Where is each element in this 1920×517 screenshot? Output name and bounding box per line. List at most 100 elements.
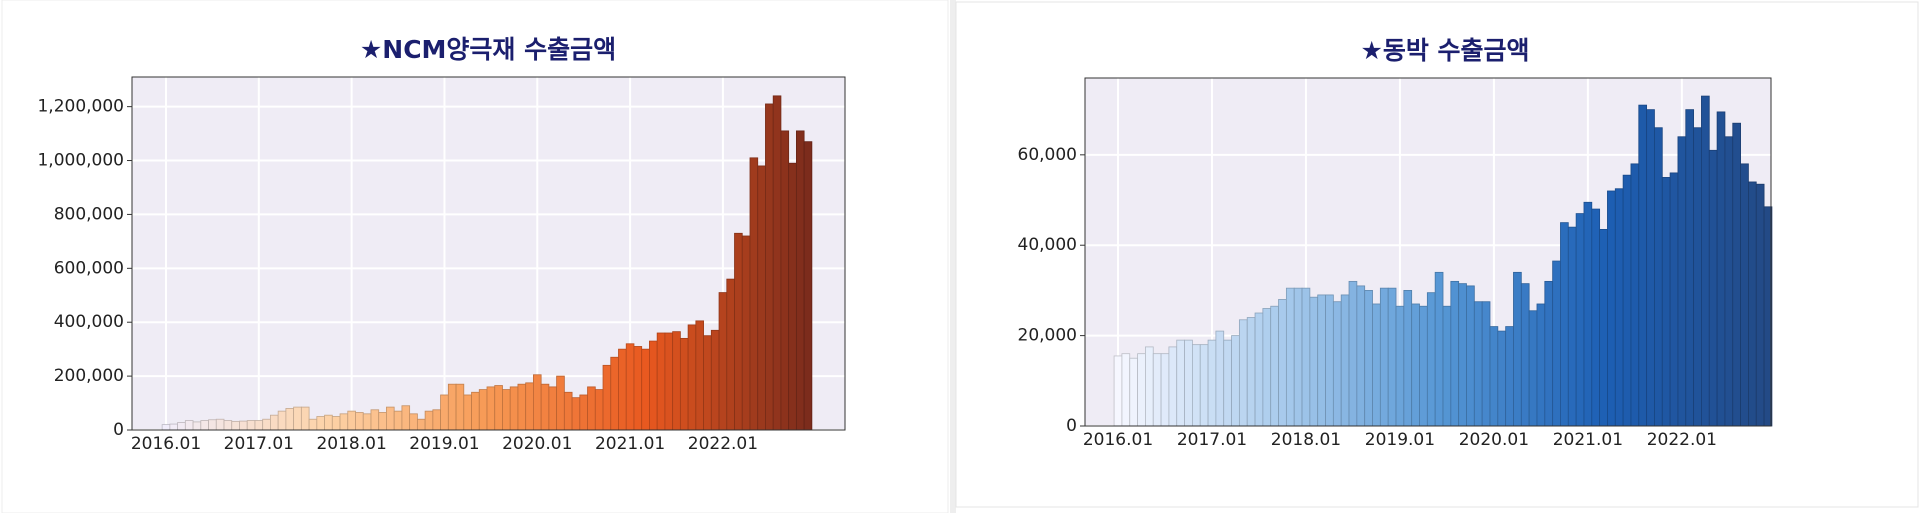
bar xyxy=(1669,172,1679,427)
bar xyxy=(347,410,356,431)
bar xyxy=(331,416,341,431)
bar xyxy=(1567,226,1577,427)
bar xyxy=(455,383,465,431)
y-tick-label: 1,000,000 xyxy=(37,151,124,171)
bar xyxy=(1113,355,1123,427)
bar xyxy=(471,391,480,431)
bar xyxy=(556,375,565,431)
bar xyxy=(1661,177,1671,427)
bar xyxy=(1207,339,1217,427)
bar xyxy=(1591,208,1601,427)
bar xyxy=(1160,353,1170,427)
bar xyxy=(1372,303,1381,427)
bar xyxy=(1748,181,1757,427)
bar xyxy=(1215,330,1225,427)
bar xyxy=(1301,287,1311,427)
bar xyxy=(1152,353,1162,427)
y-tick-label: 40,000 xyxy=(1018,235,1077,255)
bar xyxy=(1607,190,1616,427)
bar xyxy=(540,383,550,431)
bar xyxy=(223,420,233,431)
bar xyxy=(1473,301,1483,427)
x-tick-label: 2018.01 xyxy=(1271,430,1341,450)
bar xyxy=(525,382,534,431)
bar xyxy=(757,165,766,431)
bar xyxy=(1481,301,1491,427)
bar xyxy=(355,412,364,431)
bar xyxy=(718,292,728,431)
bar xyxy=(447,383,457,431)
x-tick-label: 2022.01 xyxy=(1647,430,1717,450)
bar xyxy=(563,391,573,431)
bar xyxy=(795,130,805,431)
y-tick-label: 1,200,000 xyxy=(37,97,124,117)
bar xyxy=(1583,201,1593,427)
bar xyxy=(741,235,751,431)
bar xyxy=(1685,109,1695,427)
x-tick-label: 2016.01 xyxy=(131,434,201,454)
x-tick-label: 2018.01 xyxy=(316,434,386,454)
bar xyxy=(1199,344,1209,427)
bar xyxy=(1646,109,1655,427)
bar xyxy=(1332,301,1342,427)
bar xyxy=(1325,294,1334,427)
bar xyxy=(494,385,503,431)
x-tick-label: 2021.01 xyxy=(1553,430,1623,450)
bar xyxy=(324,414,333,431)
bar xyxy=(1732,122,1741,427)
bar xyxy=(270,414,279,431)
bar xyxy=(594,389,604,431)
bar xyxy=(517,383,527,431)
bar xyxy=(579,394,588,431)
bar xyxy=(231,420,240,431)
bar xyxy=(409,413,418,431)
bar xyxy=(1638,104,1648,427)
bar xyxy=(1466,285,1475,427)
bar xyxy=(1411,303,1420,427)
bar xyxy=(1395,305,1405,427)
bar xyxy=(1708,149,1718,427)
bar xyxy=(1716,111,1726,427)
bar xyxy=(1536,303,1546,427)
bar xyxy=(672,331,681,431)
bar xyxy=(710,329,720,431)
bar xyxy=(1348,280,1358,427)
y-tick-label: 800,000 xyxy=(54,204,124,224)
bar xyxy=(246,420,256,431)
y-tick-label: 20,000 xyxy=(1018,326,1077,346)
bar xyxy=(533,374,542,431)
bar xyxy=(161,424,171,431)
bar xyxy=(1270,305,1279,427)
bar xyxy=(1450,280,1460,427)
bar xyxy=(587,386,596,431)
x-tick-label: 2016.01 xyxy=(1083,430,1153,450)
bar xyxy=(1364,290,1373,427)
x-tick-label: 2021.01 xyxy=(595,434,665,454)
bar xyxy=(1309,296,1319,427)
bar xyxy=(478,389,488,431)
bar xyxy=(1740,163,1749,427)
bar xyxy=(192,421,202,431)
bar xyxy=(1293,287,1303,427)
bar xyxy=(1340,294,1350,427)
bar xyxy=(602,364,612,431)
bar xyxy=(486,386,496,431)
bar xyxy=(1520,283,1530,427)
bar xyxy=(664,332,674,431)
y-tick-label: 60,000 xyxy=(1018,145,1077,165)
bar xyxy=(1552,260,1561,427)
bar xyxy=(625,343,635,431)
bar xyxy=(386,406,395,431)
bar xyxy=(502,389,511,431)
bar xyxy=(571,397,581,431)
y-tick-label: 200,000 xyxy=(54,366,124,386)
bar xyxy=(316,416,325,431)
bar xyxy=(780,130,790,431)
bar xyxy=(649,340,658,431)
bar xyxy=(1223,339,1232,427)
bar xyxy=(432,409,441,431)
bar xyxy=(1129,357,1138,427)
bar xyxy=(695,320,704,431)
bar xyxy=(463,394,472,431)
